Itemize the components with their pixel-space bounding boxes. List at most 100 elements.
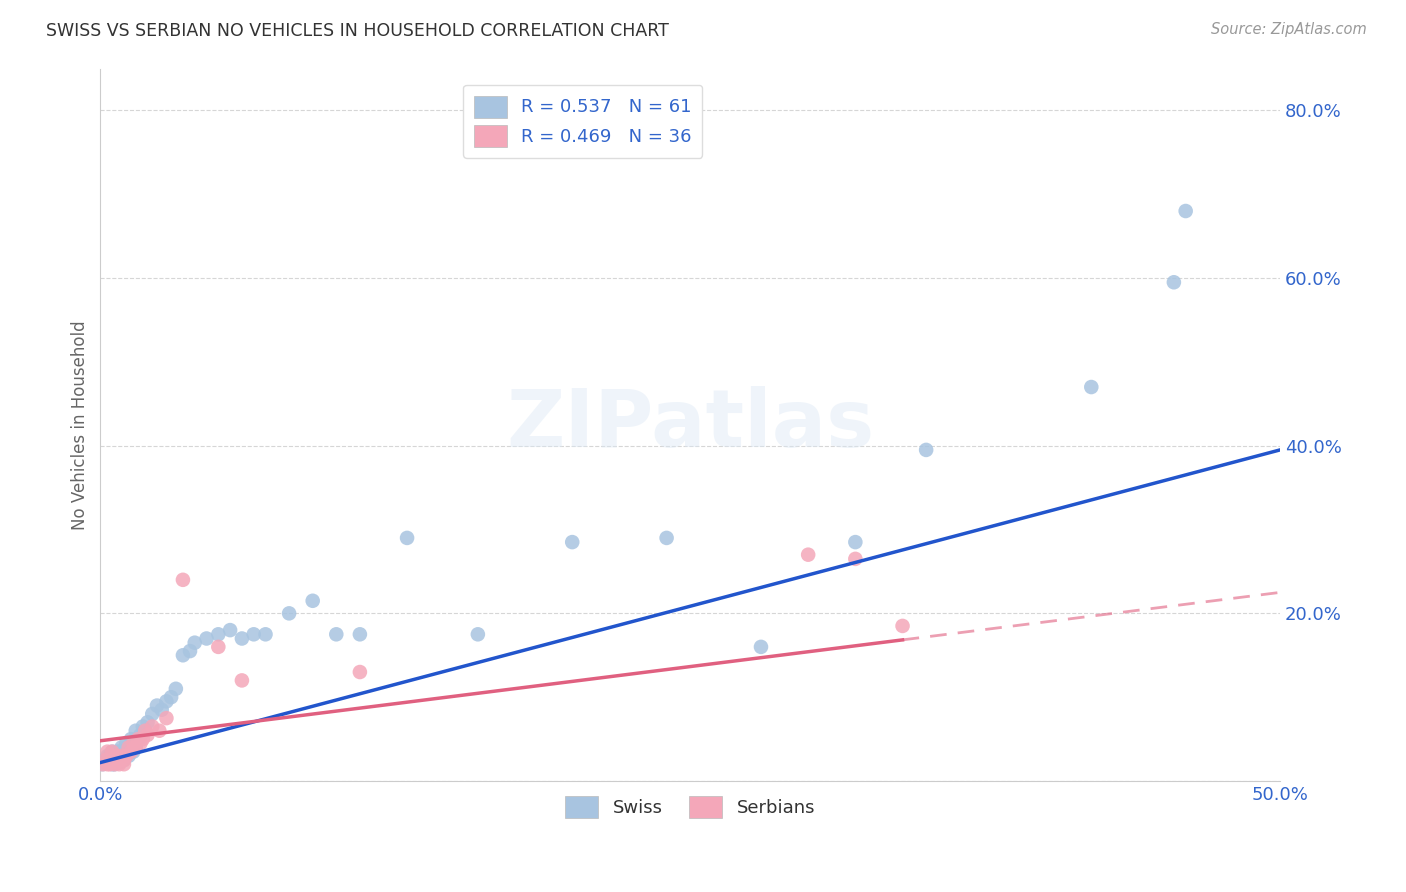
Point bbox=[118, 740, 141, 755]
Point bbox=[101, 745, 124, 759]
Point bbox=[254, 627, 277, 641]
Point bbox=[103, 748, 125, 763]
Point bbox=[101, 745, 124, 759]
Point bbox=[115, 748, 138, 763]
Point bbox=[122, 745, 145, 759]
Point bbox=[118, 740, 141, 755]
Point bbox=[155, 694, 177, 708]
Point bbox=[136, 715, 159, 730]
Point bbox=[125, 723, 148, 738]
Point bbox=[134, 723, 156, 738]
Point bbox=[1163, 275, 1185, 289]
Point bbox=[112, 757, 135, 772]
Point bbox=[103, 753, 125, 767]
Point bbox=[98, 753, 121, 767]
Point bbox=[125, 740, 148, 755]
Point bbox=[91, 757, 114, 772]
Point bbox=[105, 745, 128, 759]
Point bbox=[122, 736, 145, 750]
Point bbox=[655, 531, 678, 545]
Point bbox=[148, 723, 170, 738]
Point bbox=[112, 753, 135, 767]
Point bbox=[1080, 380, 1102, 394]
Point bbox=[155, 711, 177, 725]
Point bbox=[146, 698, 169, 713]
Point bbox=[136, 728, 159, 742]
Point bbox=[120, 732, 142, 747]
Point bbox=[96, 756, 118, 770]
Point bbox=[278, 607, 301, 621]
Point bbox=[325, 627, 347, 641]
Legend: Swiss, Serbians: Swiss, Serbians bbox=[558, 789, 823, 825]
Point bbox=[105, 748, 128, 763]
Point bbox=[1174, 204, 1197, 219]
Point bbox=[844, 535, 866, 549]
Point bbox=[101, 757, 124, 772]
Point bbox=[115, 748, 138, 763]
Point bbox=[561, 535, 583, 549]
Point bbox=[396, 531, 419, 545]
Point bbox=[207, 640, 229, 654]
Point bbox=[127, 732, 149, 747]
Point bbox=[129, 728, 152, 742]
Point bbox=[207, 627, 229, 641]
Point bbox=[141, 719, 163, 733]
Point bbox=[105, 753, 128, 767]
Point bbox=[98, 757, 121, 772]
Text: SWISS VS SERBIAN NO VEHICLES IN HOUSEHOLD CORRELATION CHART: SWISS VS SERBIAN NO VEHICLES IN HOUSEHOL… bbox=[46, 22, 669, 40]
Point bbox=[165, 681, 187, 696]
Text: Source: ZipAtlas.com: Source: ZipAtlas.com bbox=[1211, 22, 1367, 37]
Point bbox=[172, 648, 194, 663]
Point bbox=[110, 748, 132, 763]
Point bbox=[103, 757, 125, 772]
Point bbox=[150, 703, 173, 717]
Point bbox=[91, 757, 114, 772]
Point bbox=[125, 740, 148, 755]
Point bbox=[120, 745, 142, 759]
Point bbox=[112, 742, 135, 756]
Point bbox=[301, 594, 323, 608]
Point bbox=[94, 753, 117, 767]
Point bbox=[141, 706, 163, 721]
Point bbox=[96, 748, 118, 763]
Point bbox=[101, 753, 124, 767]
Point bbox=[103, 757, 125, 772]
Point bbox=[108, 753, 131, 767]
Point bbox=[103, 753, 125, 767]
Point bbox=[110, 748, 132, 763]
Point bbox=[179, 644, 201, 658]
Point bbox=[132, 719, 155, 733]
Point bbox=[844, 552, 866, 566]
Point bbox=[108, 757, 131, 772]
Point bbox=[94, 753, 117, 767]
Y-axis label: No Vehicles in Household: No Vehicles in Household bbox=[72, 320, 89, 530]
Point bbox=[105, 753, 128, 767]
Point bbox=[242, 627, 264, 641]
Point bbox=[108, 756, 131, 770]
Point bbox=[172, 573, 194, 587]
Point bbox=[231, 673, 253, 688]
Point bbox=[96, 745, 118, 759]
Point bbox=[160, 690, 183, 705]
Point bbox=[797, 548, 820, 562]
Point bbox=[349, 665, 371, 679]
Point bbox=[96, 757, 118, 772]
Point bbox=[112, 753, 135, 767]
Point bbox=[231, 632, 253, 646]
Point bbox=[110, 740, 132, 755]
Point bbox=[467, 627, 489, 641]
Point bbox=[127, 732, 149, 747]
Point bbox=[349, 627, 371, 641]
Point bbox=[129, 736, 152, 750]
Point bbox=[891, 619, 914, 633]
Point bbox=[219, 623, 242, 637]
Point bbox=[134, 723, 156, 738]
Point bbox=[115, 736, 138, 750]
Point bbox=[132, 732, 155, 747]
Text: ZIPatlas: ZIPatlas bbox=[506, 385, 875, 464]
Point bbox=[98, 748, 121, 763]
Point bbox=[183, 636, 205, 650]
Point bbox=[915, 442, 938, 457]
Point bbox=[749, 640, 772, 654]
Point bbox=[195, 632, 218, 646]
